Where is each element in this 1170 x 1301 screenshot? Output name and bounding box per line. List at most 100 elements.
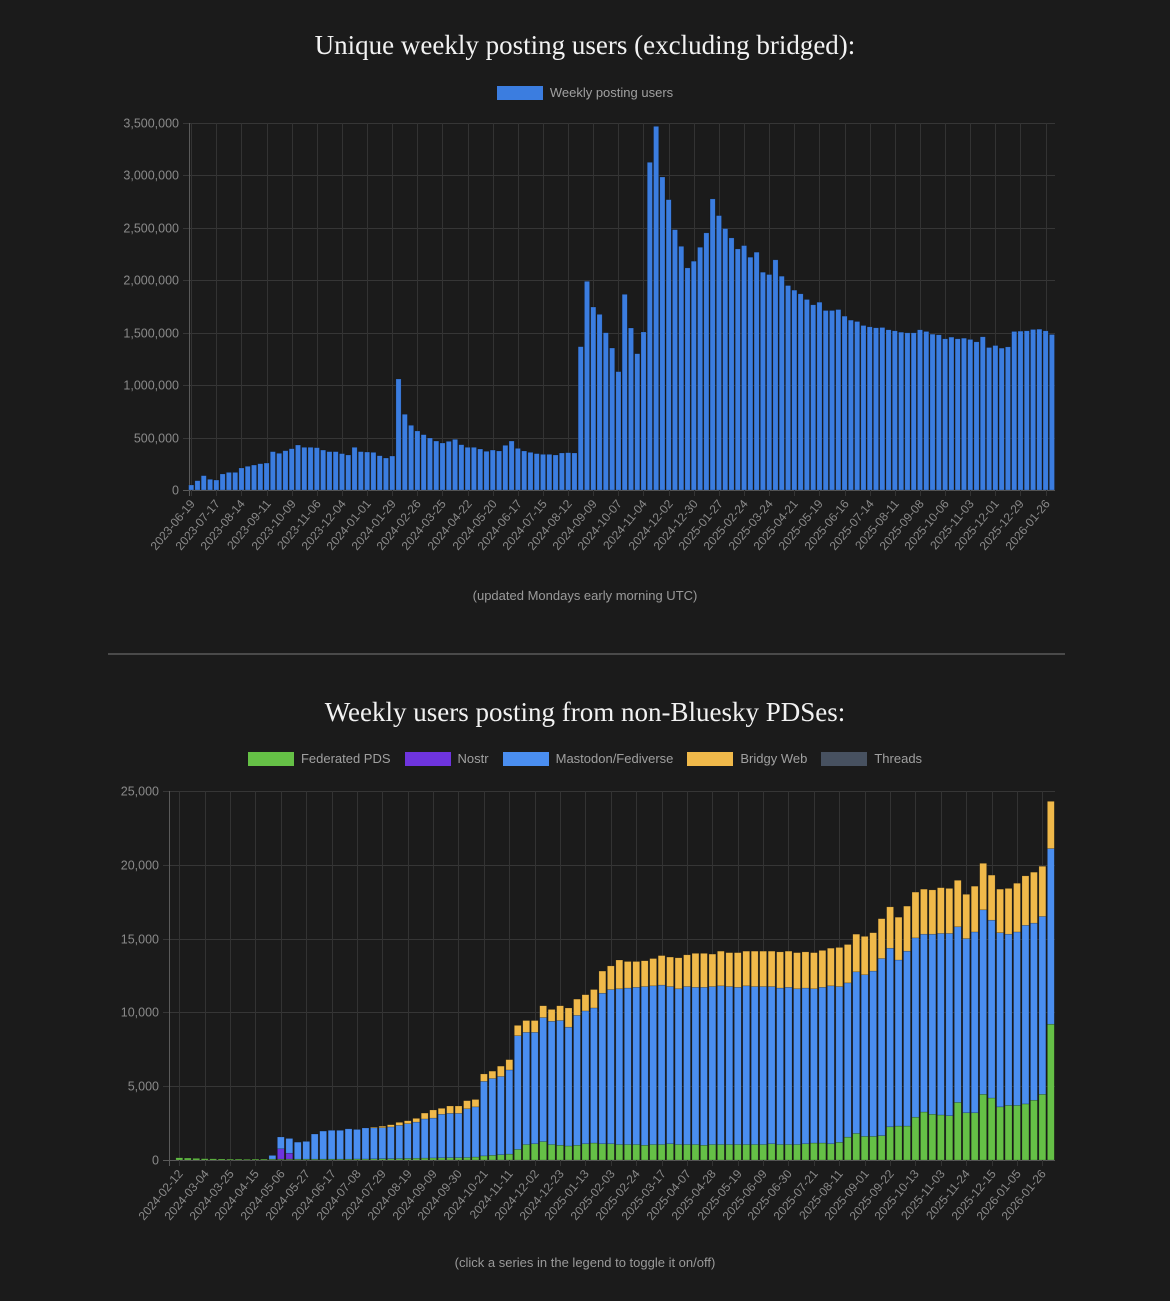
bar-weekly-posting-users[interactable] [244, 466, 251, 491]
legend-item-threads[interactable]: Threads [821, 751, 922, 766]
bar-mastodon-fediverse[interactable] [640, 986, 649, 1146]
bar-federated-pds[interactable] [869, 1136, 877, 1161]
bar-bridgy-web[interactable] [387, 1124, 395, 1128]
bar-bridgy-web[interactable] [793, 952, 801, 990]
bar-bridgy-web[interactable] [556, 1005, 564, 1021]
bar-weekly-posting-users[interactable] [628, 327, 634, 491]
bar-federated-pds[interactable] [437, 1157, 446, 1161]
bar-mastodon-fediverse[interactable] [1021, 925, 1030, 1105]
bar-weekly-posting-users[interactable] [383, 457, 389, 491]
bar-weekly-posting-users[interactable] [295, 444, 301, 491]
bar-bridgy-web[interactable] [657, 955, 666, 986]
bar-bridgy-web[interactable] [1047, 801, 1055, 849]
bar-weekly-posting-users[interactable] [741, 245, 747, 491]
bar-mastodon-fediverse[interactable] [285, 1138, 294, 1154]
bar-mastodon-fediverse[interactable] [674, 988, 683, 1145]
bar-federated-pds[interactable] [700, 1144, 708, 1161]
bar-weekly-posting-users[interactable] [1030, 329, 1036, 491]
bar-bridgy-web[interactable] [454, 1105, 463, 1114]
bar-mastodon-fediverse[interactable] [514, 1035, 522, 1150]
bar-weekly-posting-users[interactable] [816, 301, 823, 491]
bar-bridgy-web[interactable] [742, 950, 750, 987]
bar-mastodon-fediverse[interactable] [708, 986, 717, 1145]
bar-federated-pds[interactable] [488, 1155, 497, 1161]
bar-federated-pds[interactable] [454, 1157, 463, 1161]
bar-mastodon-fediverse[interactable] [632, 987, 640, 1145]
bar-weekly-posting-users[interactable] [910, 332, 917, 491]
bar-weekly-posting-users[interactable] [226, 472, 232, 491]
bar-weekly-posting-users[interactable] [728, 237, 735, 491]
bar-weekly-posting-users[interactable] [1049, 334, 1055, 491]
bar-weekly-posting-users[interactable] [314, 447, 320, 491]
bar-bridgy-web[interactable] [624, 961, 632, 989]
bar-federated-pds[interactable] [827, 1143, 835, 1161]
bar-mastodon-fediverse[interactable] [539, 1017, 547, 1142]
bar-weekly-posting-users[interactable] [301, 447, 308, 491]
bar-weekly-posting-users[interactable] [609, 347, 615, 491]
bar-weekly-posting-users[interactable] [753, 251, 760, 491]
bar-federated-pds[interactable] [429, 1157, 437, 1161]
bar-federated-pds[interactable] [1021, 1103, 1030, 1161]
bar-federated-pds[interactable] [1004, 1105, 1013, 1161]
bar-federated-pds[interactable] [200, 1158, 209, 1161]
bar-federated-pds[interactable] [649, 1144, 657, 1161]
bar-mastodon-fediverse[interactable] [818, 987, 827, 1144]
bar-federated-pds[interactable] [260, 1158, 268, 1161]
bar-weekly-posting-users[interactable] [232, 472, 239, 491]
bar-federated-pds[interactable] [1038, 1094, 1047, 1161]
bar-weekly-posting-users[interactable] [326, 451, 333, 491]
bar-weekly-posting-users[interactable] [621, 294, 628, 491]
bar-weekly-posting-users[interactable] [1005, 346, 1011, 491]
bar-weekly-posting-users[interactable] [270, 451, 276, 491]
bar-federated-pds[interactable] [564, 1145, 573, 1161]
bar-federated-pds[interactable] [497, 1154, 505, 1161]
bar-mastodon-fediverse[interactable] [370, 1127, 378, 1160]
bar-bridgy-web[interactable] [463, 1100, 471, 1110]
bar-weekly-posting-users[interactable] [515, 448, 521, 491]
bar-bridgy-web[interactable] [1030, 871, 1038, 924]
bar-bridgy-web[interactable] [928, 889, 937, 935]
bar-bridgy-web[interactable] [437, 1108, 446, 1115]
bar-bridgy-web[interactable] [818, 950, 827, 988]
bar-mastodon-fediverse[interactable] [725, 986, 734, 1145]
bar-bridgy-web[interactable] [750, 950, 759, 987]
bar-weekly-posting-users[interactable] [502, 445, 509, 491]
bar-weekly-posting-users[interactable] [408, 425, 414, 491]
bar-weekly-posting-users[interactable] [979, 336, 986, 491]
bar-federated-pds[interactable] [742, 1144, 750, 1161]
bar-weekly-posting-users[interactable] [854, 321, 860, 491]
bar-weekly-posting-users[interactable] [709, 198, 716, 491]
bar-weekly-posting-users[interactable] [571, 452, 578, 491]
bar-weekly-posting-users[interactable] [533, 453, 540, 491]
bar-weekly-posting-users[interactable] [697, 247, 703, 491]
bar-federated-pds[interactable] [674, 1144, 683, 1161]
bar-weekly-posting-users[interactable] [747, 256, 754, 491]
bar-mastodon-fediverse[interactable] [700, 987, 708, 1146]
bar-mastodon-fediverse[interactable] [996, 932, 1004, 1108]
bar-bridgy-web[interactable] [497, 1065, 505, 1077]
bar-mastodon-fediverse[interactable] [869, 970, 877, 1137]
bar-federated-pds[interactable] [928, 1113, 937, 1161]
bar-bridgy-web[interactable] [717, 950, 725, 987]
bar-weekly-posting-users[interactable] [829, 310, 835, 491]
bar-weekly-posting-users[interactable] [797, 293, 804, 491]
bar-mastodon-fediverse[interactable] [497, 1076, 505, 1155]
bar-bridgy-web[interactable] [725, 952, 734, 987]
bar-weekly-posting-users[interactable] [678, 246, 685, 491]
bar-federated-pds[interactable] [844, 1136, 852, 1161]
bar-federated-pds[interactable] [962, 1112, 970, 1161]
bar-mastodon-fediverse[interactable] [437, 1113, 446, 1159]
bar-weekly-posting-users[interactable] [471, 447, 477, 491]
bar-nostr[interactable] [285, 1152, 294, 1160]
bar-weekly-posting-users[interactable] [401, 414, 408, 491]
bar-weekly-posting-users[interactable] [992, 345, 999, 491]
bar-federated-pds[interactable] [877, 1135, 886, 1161]
bar-weekly-posting-users[interactable] [804, 299, 810, 491]
bar-federated-pds[interactable] [920, 1111, 928, 1161]
bar-federated-pds[interactable] [539, 1141, 547, 1161]
bar-bridgy-web[interactable] [945, 888, 954, 934]
bar-weekly-posting-users[interactable] [351, 447, 358, 491]
bar-mastodon-fediverse[interactable] [886, 947, 894, 1128]
bar-weekly-posting-users[interactable] [200, 475, 207, 491]
bar-mastodon-fediverse[interactable] [302, 1141, 310, 1160]
